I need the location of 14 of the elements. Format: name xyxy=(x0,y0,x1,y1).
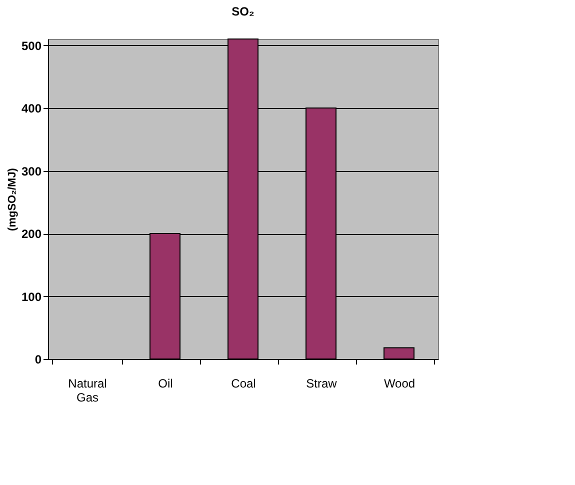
chart-title: SO₂ xyxy=(232,4,254,18)
y-tick-label: 400 xyxy=(21,102,42,116)
x-tick-label: Wood xyxy=(384,376,416,390)
x-tick-label: Oil xyxy=(158,376,173,390)
x-tick-label: Coal xyxy=(231,376,256,390)
y-tick-label: 300 xyxy=(21,164,42,178)
y-axis-title: (mgSO₂/MJ) xyxy=(6,168,18,231)
x-tick-label: Straw xyxy=(306,376,338,390)
y-tick-label: 500 xyxy=(21,38,42,53)
y-tick-label: 200 xyxy=(21,227,42,242)
x-tick-label: Natural Gas xyxy=(68,376,107,404)
bar xyxy=(384,347,414,360)
y-tick-label: 0 xyxy=(34,352,42,366)
y-tick-label: 100 xyxy=(21,290,42,304)
